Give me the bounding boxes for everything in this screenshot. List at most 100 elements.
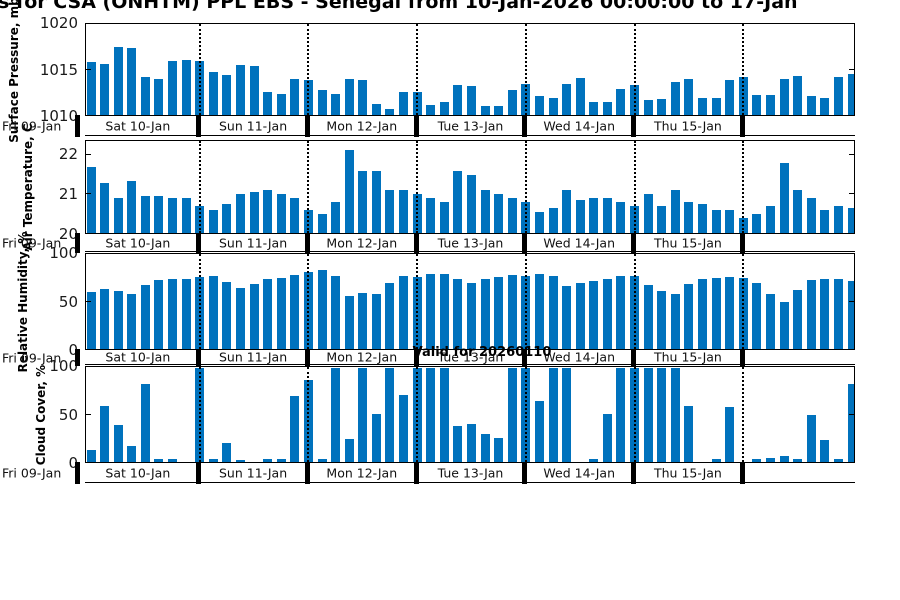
bar	[140, 77, 150, 115]
day-divider	[74, 462, 80, 484]
bar	[779, 79, 789, 115]
bar	[765, 293, 775, 349]
bar	[833, 77, 843, 115]
bar	[616, 88, 626, 115]
bar	[168, 198, 178, 233]
tick-mark	[849, 413, 854, 415]
bar	[331, 275, 341, 349]
bar	[371, 294, 381, 349]
y-tick-label: 50	[58, 405, 78, 424]
bar	[562, 286, 572, 349]
bar	[385, 108, 395, 115]
bar	[154, 196, 164, 233]
bar	[575, 200, 585, 233]
bar	[698, 278, 708, 349]
day-divider	[522, 462, 528, 484]
bar	[426, 105, 436, 115]
bar	[86, 291, 96, 349]
day-boundary-line	[198, 24, 201, 115]
bar	[263, 190, 273, 233]
bar	[670, 368, 680, 462]
day-boundary-line	[742, 254, 745, 349]
tick-mark	[849, 300, 854, 302]
y-tick-label: 21	[58, 185, 78, 203]
bar	[235, 64, 245, 115]
bar	[86, 61, 96, 115]
day-label: Sat 10-Jan	[105, 118, 171, 133]
bar	[263, 91, 273, 115]
bar	[765, 95, 775, 115]
bar	[399, 190, 409, 233]
bar	[385, 368, 395, 462]
bar	[616, 368, 626, 462]
bar	[670, 81, 680, 115]
bar	[806, 280, 816, 349]
day-boundary-line	[416, 141, 419, 233]
day-label-strip: Sat 10-Jan Sun 11-Jan Mon 12-Jan Tue 13-Jan…	[74, 349, 855, 366]
bar	[820, 440, 830, 462]
bar	[100, 63, 110, 115]
bar	[344, 296, 354, 349]
day-divider	[304, 233, 310, 253]
bar	[222, 443, 232, 462]
bar	[643, 285, 653, 349]
day-divider	[413, 462, 419, 484]
bar	[276, 194, 286, 233]
bar	[453, 85, 463, 115]
bar	[385, 283, 395, 349]
bar	[806, 96, 816, 115]
bar	[589, 281, 599, 349]
tick-mark	[86, 413, 91, 415]
day-divider	[74, 115, 80, 137]
day-boundary-line	[524, 24, 527, 115]
bar	[399, 91, 409, 115]
bar	[168, 459, 178, 462]
bar	[439, 202, 449, 233]
bar	[290, 274, 300, 349]
bar	[426, 198, 436, 233]
bar	[344, 149, 354, 233]
day-label: Thu 15-Jan	[654, 465, 722, 480]
bar	[616, 202, 626, 233]
bar	[793, 459, 803, 462]
bar	[467, 424, 476, 462]
tick-mark	[849, 68, 854, 70]
bar	[276, 94, 286, 115]
bar	[154, 459, 164, 462]
day-boundary-line	[742, 141, 745, 233]
day-label: Wed 14-Jan	[543, 349, 616, 365]
bar	[562, 83, 572, 115]
bar	[752, 283, 762, 349]
y-tick-label: 1010	[39, 107, 78, 125]
bar	[602, 414, 612, 462]
y-tick-label: 0	[68, 341, 78, 359]
bar	[833, 279, 843, 349]
bar	[467, 174, 476, 233]
bar	[670, 190, 680, 233]
day-label: Wed 14-Jan	[543, 465, 616, 480]
bar	[534, 400, 544, 462]
bar	[589, 459, 599, 462]
bar	[820, 97, 830, 115]
day-boundary-line	[524, 254, 527, 349]
bar	[86, 449, 96, 462]
day-boundary-line	[198, 141, 201, 233]
day-label: Wed 14-Jan	[543, 118, 616, 133]
day-label: Mon 12-Jan	[326, 235, 398, 250]
bar	[725, 209, 735, 233]
day-label: Sun 11-Jan	[218, 465, 288, 480]
bar	[480, 190, 490, 233]
bar	[317, 270, 327, 349]
bar	[249, 284, 259, 349]
day-label: Mon 12-Jan	[326, 118, 398, 133]
y-tick-label: 100	[49, 357, 78, 375]
bar	[317, 459, 327, 462]
bar	[793, 190, 803, 233]
day-boundary-line	[416, 254, 419, 349]
y-tick-label: 100	[49, 244, 78, 262]
axis-start-date-label: Fri 09-Jan	[2, 465, 62, 481]
day-label: Mon 12-Jan	[326, 349, 398, 365]
bar	[100, 288, 110, 349]
y-tick-label: 50	[58, 292, 78, 311]
day-label: Sun 11-Jan	[218, 349, 288, 365]
